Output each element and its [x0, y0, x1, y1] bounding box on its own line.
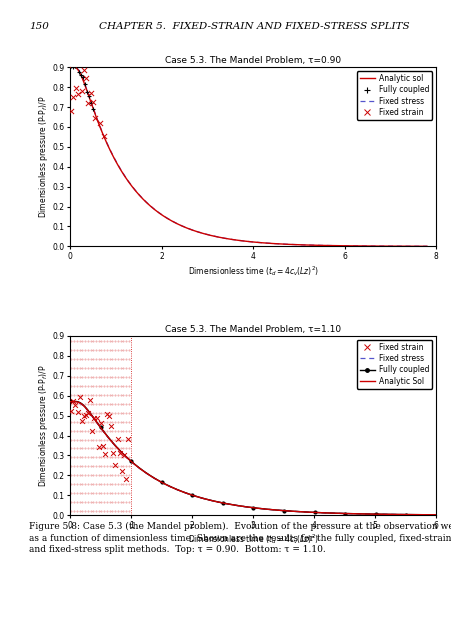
- Point: [78, 86, 85, 97]
- Point: [99, 441, 106, 451]
- Point: [87, 88, 94, 99]
- Point: [118, 465, 125, 476]
- Point: [82, 410, 89, 420]
- Point: [68, 406, 75, 416]
- Text: CHAPTER 5.  FIXED-STRAIN AND FIXED-STRESS SPLITS: CHAPTER 5. FIXED-STRAIN AND FIXED-STRESS…: [99, 22, 409, 31]
- Point: [70, 52, 78, 62]
- Title: Case 5.3. The Mandel Problem, τ=1.10: Case 5.3. The Mandel Problem, τ=1.10: [165, 325, 341, 334]
- Point: [72, 83, 79, 93]
- Title: Case 5.3. The Mandel Problem, τ=0.90: Case 5.3. The Mandel Problem, τ=0.90: [165, 56, 341, 65]
- Point: [82, 73, 89, 83]
- Point: [85, 98, 92, 108]
- Point: [97, 417, 104, 428]
- Legend: Fixed strain, Fixed stress, Fully coupled, Analytic Sol: Fixed strain, Fixed stress, Fully couple…: [356, 340, 432, 389]
- Point: [95, 442, 102, 452]
- Point: [76, 392, 83, 403]
- Point: [96, 117, 103, 127]
- Point: [74, 89, 82, 99]
- Point: [101, 131, 108, 141]
- Point: [110, 448, 117, 458]
- X-axis label: Dimensionless time $(t_d=4c_v(Lz)^2)$: Dimensionless time $(t_d=4c_v(Lz)^2)$: [187, 532, 318, 547]
- Text: 150: 150: [29, 22, 49, 31]
- Point: [69, 396, 77, 406]
- Point: [80, 65, 87, 75]
- X-axis label: Dimensionless time $(t_d=4c_v(Lz)^2)$: Dimensionless time $(t_d=4c_v(Lz)^2)$: [187, 264, 318, 278]
- Point: [73, 52, 80, 62]
- Text: Figure 5.8: Case 5.3 (the Mandel problem).  Evolution of the pressure at the obs: Figure 5.8: Case 5.3 (the Mandel problem…: [29, 522, 451, 554]
- Point: [107, 421, 115, 431]
- Point: [84, 408, 92, 418]
- Point: [89, 97, 97, 107]
- Point: [80, 411, 87, 421]
- Legend: Analytic sol, Fully coupled, Fixed stress, Fixed strain: Analytic sol, Fully coupled, Fixed stres…: [356, 71, 432, 120]
- Point: [92, 113, 99, 124]
- Point: [69, 52, 76, 62]
- Point: [101, 449, 108, 459]
- Point: [67, 52, 74, 62]
- Point: [87, 395, 94, 405]
- Point: [88, 426, 96, 436]
- Y-axis label: Dimensionless pressure (P-P$_f$)/P: Dimensionless pressure (P-P$_f$)/P: [37, 364, 50, 487]
- Point: [67, 52, 74, 62]
- Point: [114, 435, 121, 445]
- Point: [120, 450, 127, 460]
- Point: [122, 474, 129, 484]
- Point: [74, 407, 81, 417]
- Point: [103, 410, 110, 420]
- Point: [69, 92, 77, 102]
- Point: [68, 106, 75, 116]
- Point: [116, 448, 123, 458]
- Y-axis label: Dimensionless pressure (P-P$_f$)/P: Dimensionless pressure (P-P$_f$)/P: [37, 95, 50, 218]
- Point: [93, 412, 100, 422]
- Point: [78, 416, 85, 426]
- Point: [91, 413, 98, 424]
- Point: [105, 411, 112, 421]
- Point: [124, 434, 131, 444]
- Point: [111, 460, 119, 470]
- Point: [72, 400, 79, 410]
- Point: [76, 52, 83, 63]
